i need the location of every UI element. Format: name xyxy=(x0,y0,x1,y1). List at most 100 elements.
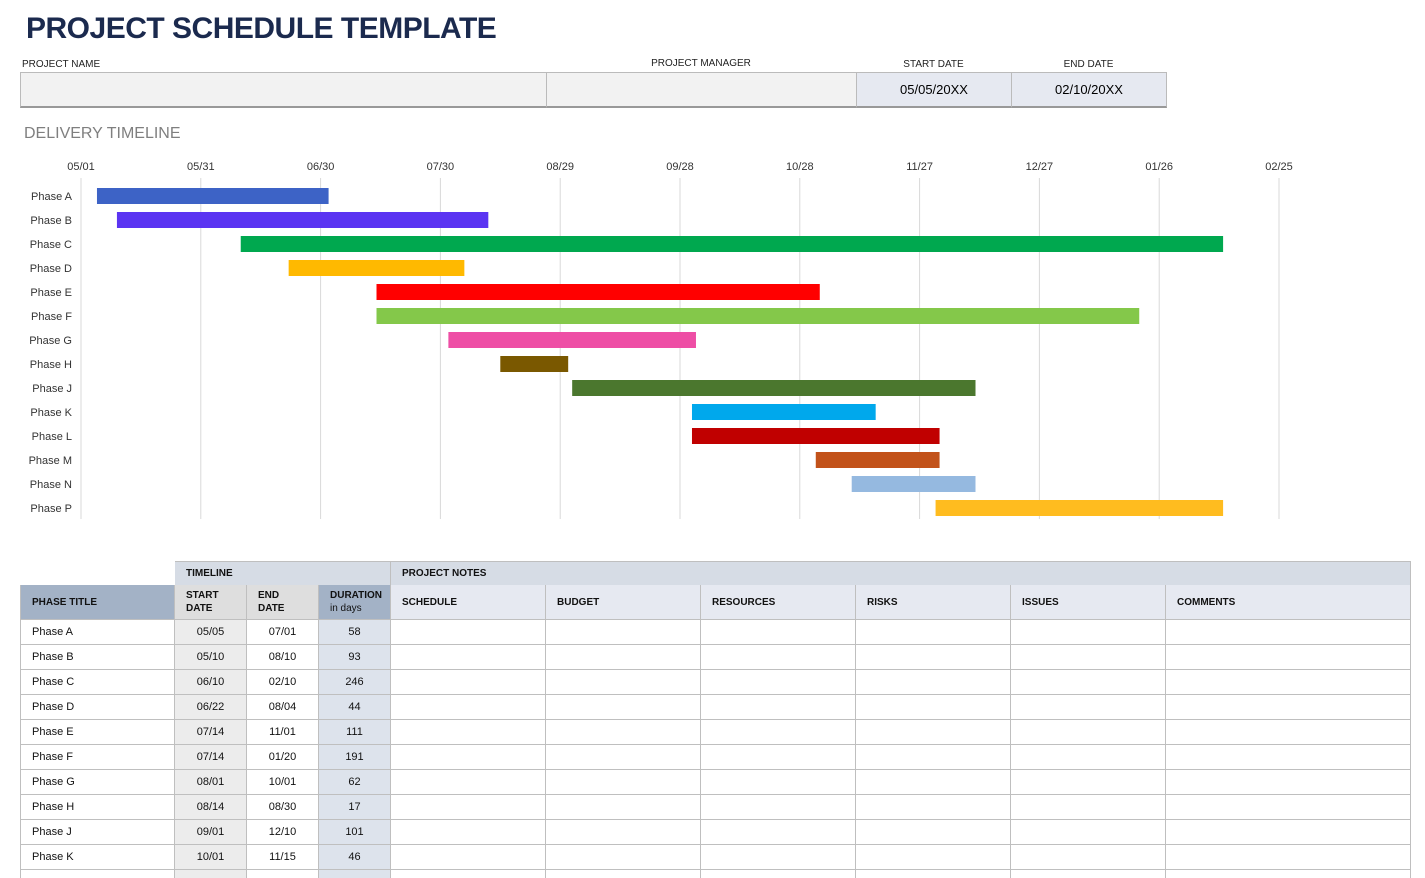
table-cell: 08/14 xyxy=(175,795,247,820)
table-cell xyxy=(546,695,701,720)
group-header: PROJECT NOTES xyxy=(391,561,1411,586)
table-cell xyxy=(1166,620,1411,645)
x-tick-label: 06/30 xyxy=(307,161,335,173)
column-header-text: BUDGET xyxy=(557,596,600,608)
bar xyxy=(691,428,940,444)
row-label: Phase M xyxy=(29,455,72,467)
column-header: PHASE TITLE xyxy=(20,585,175,620)
table-cell xyxy=(546,770,701,795)
field-label: START DATE xyxy=(903,59,964,70)
table-cell: Phase K xyxy=(20,845,175,870)
table-cell: 07/14 xyxy=(175,720,247,745)
table-cell xyxy=(1011,670,1166,695)
row-label: Phase D xyxy=(30,263,72,275)
row-label: Phase G xyxy=(29,335,72,347)
table-cell: 58 xyxy=(319,620,391,645)
table-cell xyxy=(1011,820,1166,845)
table-cell xyxy=(1166,720,1411,745)
start-date-input[interactable]: 05/05/20XX xyxy=(856,72,1012,108)
column-header-text: PHASE TITLE xyxy=(32,596,98,608)
bar xyxy=(572,380,976,396)
row-label: Phase K xyxy=(30,407,72,419)
table-cell xyxy=(391,820,546,845)
table-cell xyxy=(1011,620,1166,645)
x-tick-label: 05/31 xyxy=(187,161,215,173)
table-cell xyxy=(247,870,319,878)
bar xyxy=(500,356,569,372)
table-cell: Phase G xyxy=(20,770,175,795)
project-name-input[interactable] xyxy=(20,72,547,108)
column-header-text: DURATION xyxy=(330,590,383,601)
section-title: DELIVERY TIMELINE xyxy=(24,125,181,142)
table-cell: Phase A xyxy=(20,620,175,645)
column-header-text: SCHEDULE xyxy=(402,596,458,608)
table-cell xyxy=(1166,745,1411,770)
table-cell xyxy=(391,845,546,870)
table-cell xyxy=(856,820,1011,845)
table-cell xyxy=(391,620,546,645)
table-cell: Phase B xyxy=(20,645,175,670)
table-cell xyxy=(856,770,1011,795)
table-cell xyxy=(856,645,1011,670)
bar xyxy=(691,404,876,420)
table-cell xyxy=(701,720,856,745)
table-cell: 44 xyxy=(319,695,391,720)
table-cell xyxy=(391,670,546,695)
row-label: Phase B xyxy=(30,215,72,227)
row-label: Phase J xyxy=(32,383,72,395)
table-cell xyxy=(701,795,856,820)
table-cell xyxy=(391,795,546,820)
column-header: RESOURCES xyxy=(701,585,856,620)
table-cell: 101 xyxy=(319,820,391,845)
column-header: DURATION in days xyxy=(319,585,391,620)
bar xyxy=(815,452,940,468)
project-manager-input[interactable] xyxy=(546,72,857,108)
table-cell: 93 xyxy=(319,645,391,670)
column-header-text: COMMENTS xyxy=(1177,596,1236,608)
table-cell xyxy=(391,745,546,770)
table-cell: 05/05 xyxy=(175,620,247,645)
table-cell xyxy=(1166,820,1411,845)
x-tick-label: 01/26 xyxy=(1145,161,1173,173)
x-tick-label: 02/25 xyxy=(1265,161,1293,173)
table-cell xyxy=(701,845,856,870)
column-header-text: ISSUES xyxy=(1022,596,1059,608)
field-label: PROJECT NAME xyxy=(22,59,101,70)
table-cell xyxy=(856,670,1011,695)
end-date-input[interactable]: 02/10/20XX xyxy=(1011,72,1167,108)
column-header-text: RESOURCES xyxy=(712,596,776,608)
table-cell xyxy=(391,770,546,795)
bar xyxy=(240,236,1224,252)
unit-note: in days xyxy=(330,603,362,614)
table-cell: 246 xyxy=(319,670,391,695)
x-tick-label: 07/30 xyxy=(427,161,455,173)
table-cell xyxy=(175,870,247,878)
row-label: Phase N xyxy=(30,479,72,491)
bar xyxy=(448,332,696,348)
table-cell xyxy=(1011,745,1166,770)
table-cell xyxy=(1166,670,1411,695)
row-label: Phase P xyxy=(30,503,72,515)
page-title: PROJECT SCHEDULE TEMPLATE xyxy=(26,12,497,45)
x-tick-label: 05/01 xyxy=(67,161,95,173)
table-cell xyxy=(1166,795,1411,820)
row-label: Phase F xyxy=(31,311,72,323)
table-cell xyxy=(391,870,546,878)
bar xyxy=(376,284,820,300)
table-cell xyxy=(1011,695,1166,720)
table-cell: Phase E xyxy=(20,720,175,745)
table-cell xyxy=(856,845,1011,870)
table-cell xyxy=(391,645,546,670)
table-cell xyxy=(1011,795,1166,820)
column-header: ISSUES xyxy=(1011,585,1166,620)
table-cell xyxy=(856,720,1011,745)
table-cell xyxy=(1011,645,1166,670)
table-cell: 07/01 xyxy=(247,620,319,645)
table-cell: 01/20 xyxy=(247,745,319,770)
table-cell xyxy=(1166,770,1411,795)
table-cell xyxy=(701,620,856,645)
table-cell: 62 xyxy=(319,770,391,795)
column-header-text: END DATE xyxy=(258,590,285,614)
table-cell xyxy=(1166,695,1411,720)
